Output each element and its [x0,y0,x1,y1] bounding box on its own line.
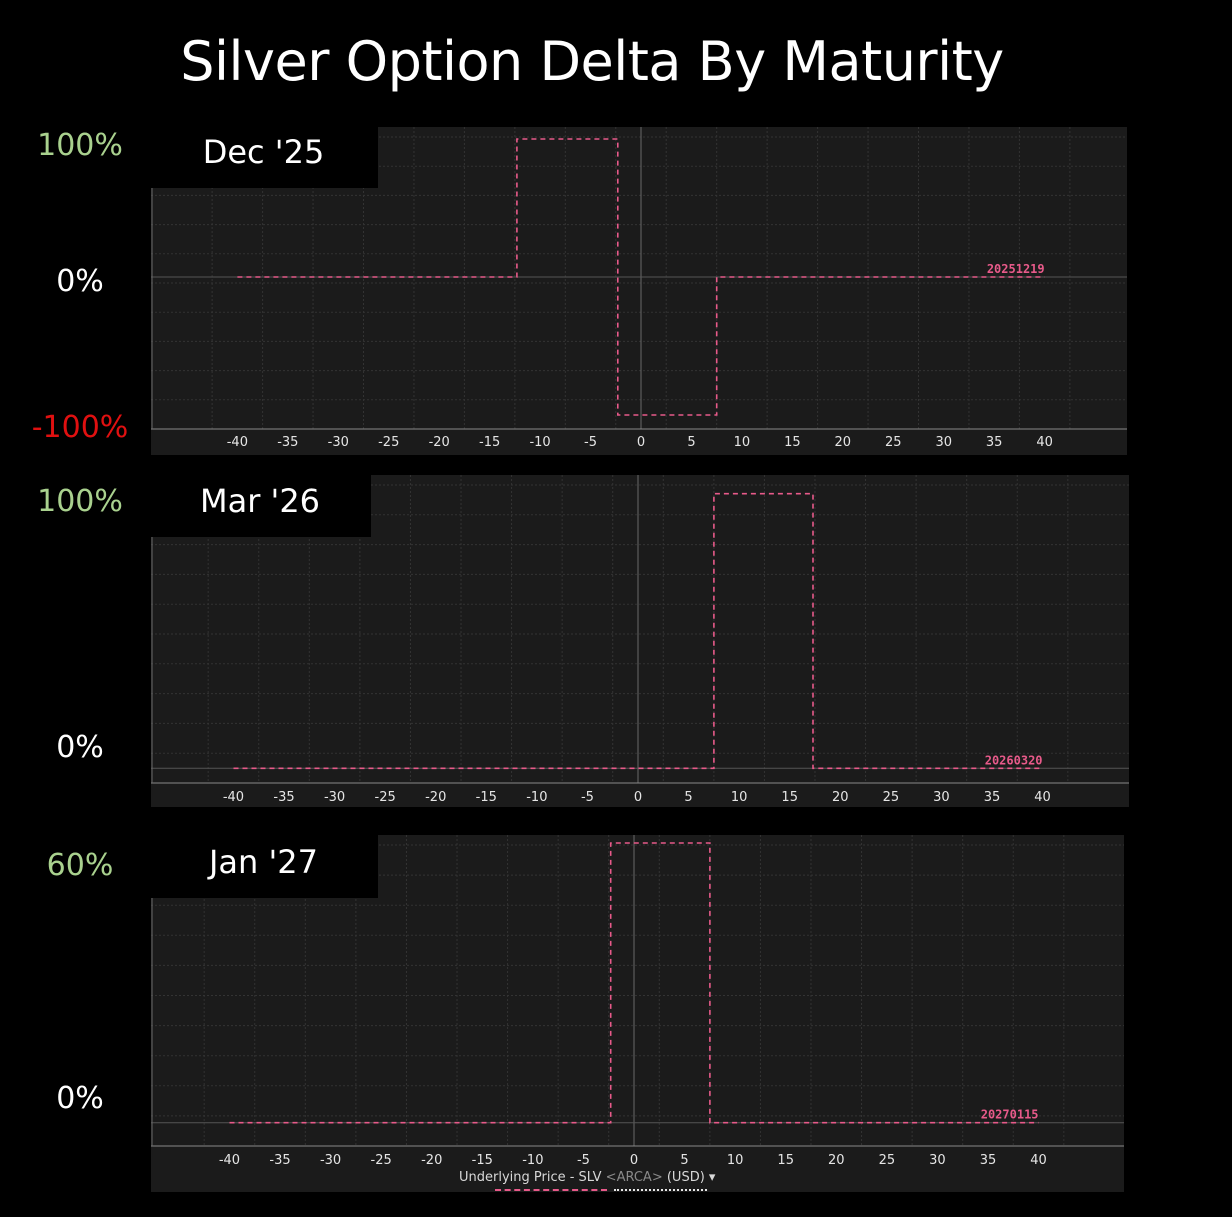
y-label-top-jan27: 60% [46,848,114,883]
series-label-dec25: 20251219 [987,262,1045,276]
delta-series-line-jan27 [229,842,1039,1124]
legend-swatch-pink [495,1189,607,1191]
x-axis-currency: (USD) [666,1170,705,1185]
x-tick-label: -20 [425,790,446,805]
x-tick-label: 10 [731,790,748,805]
x-tick-label: 20 [835,435,852,450]
x-tick-label: -15 [479,435,500,450]
y-label-zero-dec25: 0% [56,264,104,299]
x-axis-label: Underlying Price - SLV [459,1170,602,1185]
x-tick-label: -5 [581,790,594,805]
chart-panel-dec25: -40 -35 -30 -25 -20 -15 -10 -5 0 5 10 15 20 25 30 35 40 2… [151,127,1127,455]
x-tick-label: -10 [526,790,547,805]
chart-svg-dec25: -40 -35 -30 -25 -20 -15 -10 -5 0 5 10 15 20 25 30 35 40 2… [151,127,1127,450]
x-tick-label: -15 [476,790,497,805]
x-tick-label: 10 [734,435,751,450]
x-tick-label: 15 [784,435,801,450]
x-tick-label: 25 [879,1153,896,1168]
legend-swatch-white [614,1189,707,1191]
x-tick-label: -30 [320,1153,341,1168]
x-tick-label: 30 [933,790,950,805]
x-tick-label: -35 [273,790,294,805]
x-tick-label: 15 [781,790,798,805]
x-tick-label: -15 [472,1153,493,1168]
x-tick-label: -40 [219,1153,240,1168]
x-tick-label: 20 [832,790,849,805]
x-tick-label: -30 [328,435,349,450]
x-tick-label: 30 [935,435,952,450]
delta-series-line-mar26 [233,492,1043,770]
x-tick-label: 40 [1036,435,1053,450]
x-tick-label: -20 [429,435,450,450]
dropdown-caret-icon[interactable]: ▾ [708,1170,716,1185]
x-tick-label: -35 [277,435,298,450]
x-tick-label: 40 [1034,790,1051,805]
maturity-label-dec25: Dec '25 [149,115,378,188]
x-tick-label: -40 [227,435,248,450]
x-tick-label: 35 [980,1153,997,1168]
x-tick-label: -40 [223,790,244,805]
x-tick-label: 35 [984,790,1001,805]
x-tick-label: -30 [324,790,345,805]
x-tick-label: 25 [883,790,900,805]
x-tick-label: -25 [371,1153,392,1168]
x-tick-label: -5 [584,435,597,450]
y-label-bottom-dec25: -100% [31,410,129,445]
x-tick-label: 5 [687,435,695,450]
x-tick-label: -20 [421,1153,442,1168]
x-tick-label: 15 [777,1153,794,1168]
maturity-label-jan27: Jan '27 [149,825,378,898]
delta-series-line-dec25 [237,138,1045,416]
x-tick-label: -25 [378,435,399,450]
x-tick-label: 20 [828,1153,845,1168]
x-tick-label: -5 [577,1153,590,1168]
x-tick-label: -35 [269,1153,290,1168]
series-label-jan27: 20270115 [981,1108,1039,1122]
y-label-zero-mar26: 0% [56,730,104,765]
y-label-zero-jan27: 0% [56,1081,104,1116]
x-tick-label: 0 [637,435,645,450]
x-tick-label: -10 [529,435,550,450]
x-tick-label: -10 [522,1153,543,1168]
x-tick-label: 0 [630,1153,638,1168]
maturity-label-mar26: Mar '26 [149,465,371,537]
x-tick-label: 30 [929,1153,946,1168]
series-label-mar26: 20260320 [985,753,1043,767]
x-tick-label: 5 [684,790,692,805]
x-tick-label: 40 [1030,1153,1047,1168]
x-tick-label: 5 [680,1153,688,1168]
x-tick-label: -25 [375,790,396,805]
chart-svg-jan27: -40 -35 -30 -25 -20 -15 -10 -5 0 5 10 15 20 25 30 35 40 2… [151,835,1124,1168]
y-label-top-dec25: 100% [37,128,123,163]
x-tick-label: 10 [727,1153,744,1168]
chart-svg-mar26: -40 -35 -30 -25 -20 -15 -10 -5 0 5 10 15 20 25 30 35 40 2… [151,475,1129,805]
x-axis-caption[interactable]: Underlying Price - SLV <ARCA> (USD) ▾ [459,1170,715,1185]
page-title: Silver Option Delta By Maturity [180,30,1004,93]
x-tick-label: 35 [986,435,1003,450]
x-tick-label: 25 [885,435,902,450]
x-tick-label: 0 [634,790,642,805]
x-axis-exchange: <ARCA> [605,1170,663,1185]
y-label-top-mar26: 100% [37,484,123,519]
